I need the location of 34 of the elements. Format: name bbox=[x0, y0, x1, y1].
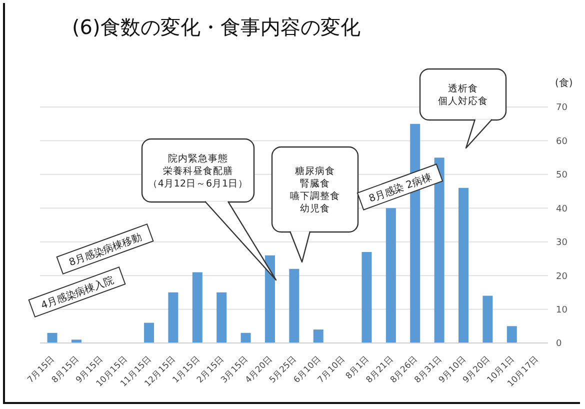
annotation: 院内緊急事態栄養科昼食配膳（4月12日～6月1日） bbox=[148, 152, 248, 190]
bar bbox=[47, 332, 58, 343]
y-tick-label: 10 bbox=[556, 305, 568, 316]
bar bbox=[458, 188, 468, 343]
y-axis-title: (食) bbox=[555, 77, 573, 90]
label-tag: 4月感染病棟入院 bbox=[28, 266, 126, 318]
bar bbox=[506, 326, 517, 343]
bar bbox=[313, 330, 324, 343]
bar bbox=[264, 255, 275, 343]
y-tick-label: 60 bbox=[556, 136, 568, 147]
y-tick-label: 0 bbox=[556, 339, 562, 350]
speech-bubble: 院内緊急事態栄養科昼食配膳（4月12日～6月1日） bbox=[141, 138, 277, 281]
chart-title: (6)食数の変化・食事内容の変化 bbox=[72, 14, 360, 41]
y-tick-label: 30 bbox=[556, 238, 568, 248]
bar bbox=[434, 158, 444, 343]
annotation: 糖尿病食腎臓食嚥下調整食幼児食 bbox=[290, 165, 340, 214]
annotation: 8月感染病棟移動 bbox=[67, 231, 144, 269]
annotation: 8月感染 2病棟 bbox=[367, 171, 434, 205]
label-tag: 8月感染病棟移動 bbox=[56, 223, 154, 275]
bar bbox=[216, 292, 227, 343]
bar bbox=[240, 332, 251, 343]
label-tag: 8月感染 2病棟 bbox=[356, 164, 444, 210]
bar bbox=[386, 208, 396, 343]
y-tick-label: 70 bbox=[556, 103, 568, 114]
bar bbox=[168, 292, 178, 343]
bar bbox=[144, 322, 154, 343]
bar bbox=[362, 252, 372, 343]
y-tick-label: 40 bbox=[556, 204, 568, 214]
y-tick-label: 20 bbox=[556, 272, 568, 282]
bar bbox=[192, 272, 202, 343]
annotation: 4月感染病棟入院 bbox=[39, 274, 116, 312]
y-tick-label: 50 bbox=[556, 170, 568, 181]
bar bbox=[289, 268, 300, 343]
bar bbox=[482, 296, 493, 343]
